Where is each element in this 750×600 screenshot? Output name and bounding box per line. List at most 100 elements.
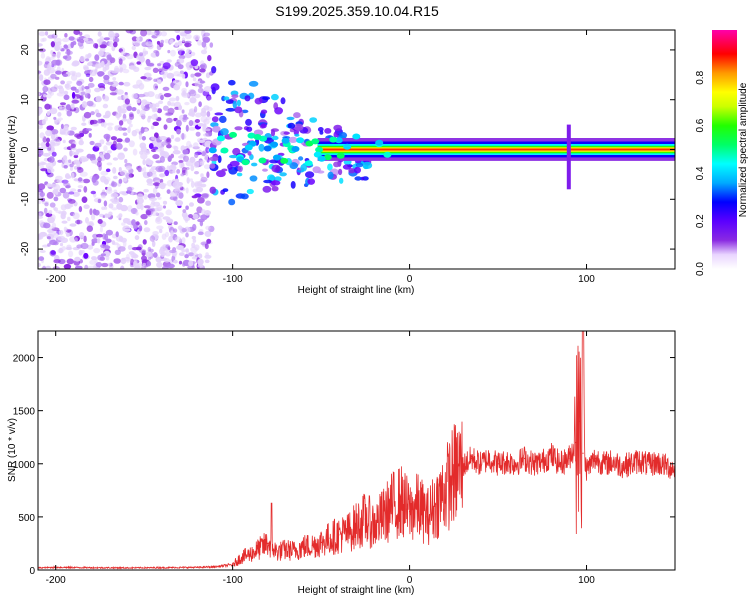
noise-blob	[50, 41, 56, 48]
noise-blob	[153, 182, 161, 187]
noise-blob	[68, 36, 75, 41]
noise-blob	[199, 64, 205, 69]
transition-blob	[274, 107, 283, 115]
noise-blob	[97, 71, 105, 77]
noise-blob	[139, 249, 147, 254]
noise-blob	[60, 204, 67, 211]
noise-blob	[118, 81, 124, 86]
snr-ytick-label: 2000	[13, 354, 36, 365]
noise-blob	[115, 113, 121, 119]
noise-blob	[167, 49, 171, 54]
noise-blob	[178, 260, 183, 265]
noise-blob	[191, 195, 198, 199]
noise-blob	[145, 251, 153, 258]
noise-blob	[125, 165, 132, 171]
band-knot	[247, 132, 256, 139]
noise-blob	[184, 30, 192, 34]
transition-blob	[228, 79, 236, 86]
noise-blob	[38, 70, 42, 74]
noise-blob	[98, 87, 105, 92]
snr-ytick-label: 1500	[13, 407, 36, 418]
noise-blob	[86, 54, 91, 59]
noise-blob	[190, 59, 199, 67]
noise-blob	[160, 31, 168, 37]
noise-blob	[135, 211, 139, 216]
noise-blob	[93, 43, 98, 49]
snr-point	[435, 503, 437, 505]
band-knot	[336, 152, 345, 159]
noise-blob	[176, 169, 181, 174]
noise-blob	[175, 137, 181, 142]
noise-blob	[62, 191, 70, 199]
noise-blob	[80, 242, 89, 250]
noise-blob	[123, 81, 131, 87]
noise-blob	[70, 143, 77, 149]
noise-blob	[85, 217, 89, 224]
chart-title: S199.2025.359.10.04.R15	[275, 3, 439, 19]
noise-blob	[191, 242, 196, 248]
noise-blob	[194, 112, 202, 118]
noise-blob	[106, 150, 112, 154]
snr-point	[550, 454, 552, 456]
noise-blob	[156, 225, 164, 230]
noise-blob	[172, 181, 180, 189]
noise-blob	[51, 59, 59, 66]
transition-blob	[225, 99, 234, 104]
noise-blob	[137, 93, 146, 98]
noise-blob	[119, 69, 123, 73]
noise-blob	[197, 123, 205, 127]
snr-point	[417, 505, 419, 507]
transition-blob	[270, 180, 281, 186]
noise-blob	[159, 228, 163, 234]
noise-blob	[143, 193, 148, 200]
noise-blob	[87, 62, 93, 66]
noise-blob	[185, 232, 189, 238]
noise-blob	[39, 250, 46, 253]
noise-blob	[135, 36, 140, 42]
noise-blob	[75, 72, 82, 78]
noise-blob	[115, 143, 123, 150]
noise-blob	[181, 73, 186, 79]
noise-blob	[113, 189, 118, 194]
snr-xtick-label: 0	[407, 575, 413, 586]
noise-blob	[52, 266, 60, 269]
noise-blob	[69, 163, 74, 168]
transition-blob	[262, 96, 270, 101]
noise-blob	[166, 72, 175, 79]
snr-point	[364, 518, 366, 520]
noise-blob	[159, 146, 164, 152]
noise-blob	[105, 141, 114, 146]
noise-blob	[206, 111, 211, 118]
transition-blob	[237, 165, 243, 172]
noise-blob	[142, 51, 147, 57]
noise-blob	[116, 89, 124, 95]
noise-blob	[46, 236, 51, 240]
noise-blob	[184, 101, 190, 106]
noise-blob	[48, 210, 53, 215]
noise-blob	[176, 128, 181, 135]
noise-blob	[103, 74, 110, 81]
noise-blob	[68, 250, 74, 258]
noise-blob	[135, 246, 142, 251]
noise-blob	[178, 50, 182, 56]
noise-blob	[103, 200, 108, 207]
noise-blob	[205, 116, 212, 120]
noise-blob	[166, 263, 175, 269]
noise-blob	[83, 235, 87, 243]
noise-blob	[48, 230, 57, 237]
noise-blob	[179, 70, 184, 75]
noise-blob	[127, 186, 133, 194]
band-knot	[272, 154, 281, 161]
noise-blob	[110, 192, 119, 198]
band-knot	[263, 145, 272, 152]
noise-blob	[140, 146, 147, 153]
noise-blob	[207, 55, 212, 62]
noise-blob	[39, 132, 45, 139]
noise-blob	[159, 136, 167, 141]
noise-blob	[143, 188, 149, 193]
noise-blob	[82, 37, 89, 42]
noise-blob	[64, 33, 68, 38]
noise-blob	[99, 44, 107, 49]
spectrogram-ytick-label: 10	[20, 94, 31, 106]
noise-blob	[197, 39, 202, 46]
